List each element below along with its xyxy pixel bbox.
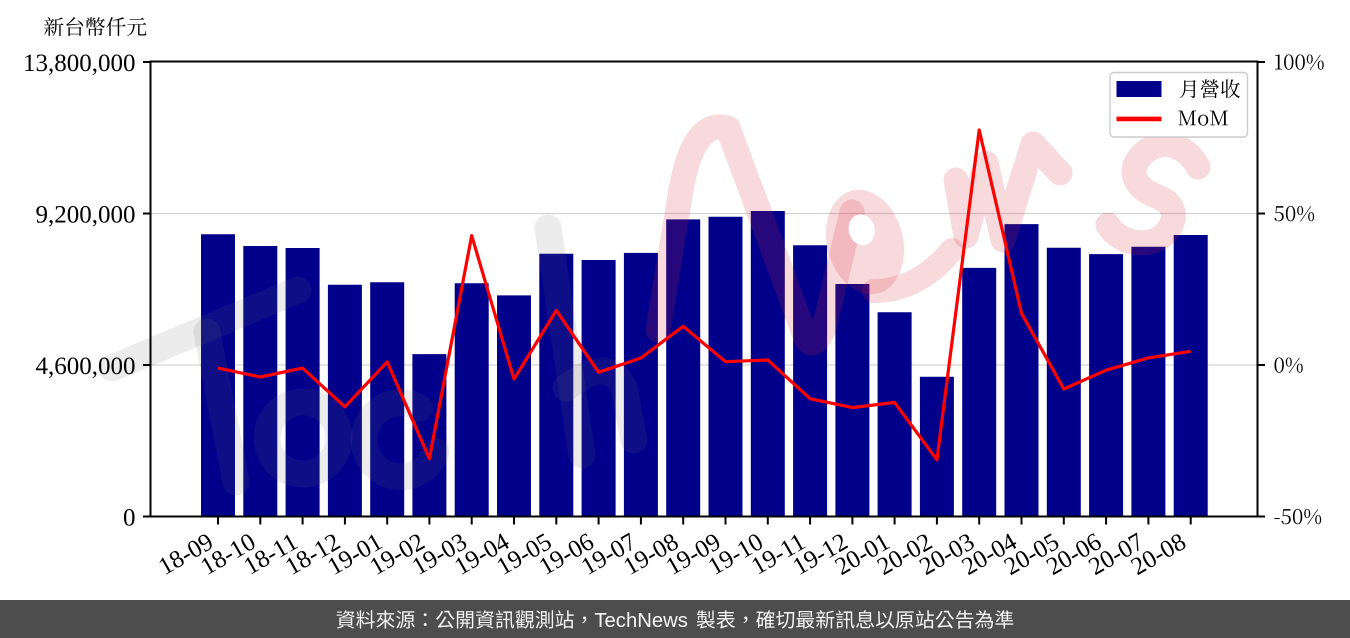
- svg-text:0: 0: [123, 505, 136, 532]
- svg-text:TechNews: TechNews: [594, 610, 688, 632]
- svg-text:13,800,000: 13,800,000: [23, 50, 136, 77]
- svg-text:9,200,000: 9,200,000: [36, 202, 136, 229]
- svg-text:4,600,000: 4,600,000: [36, 353, 136, 380]
